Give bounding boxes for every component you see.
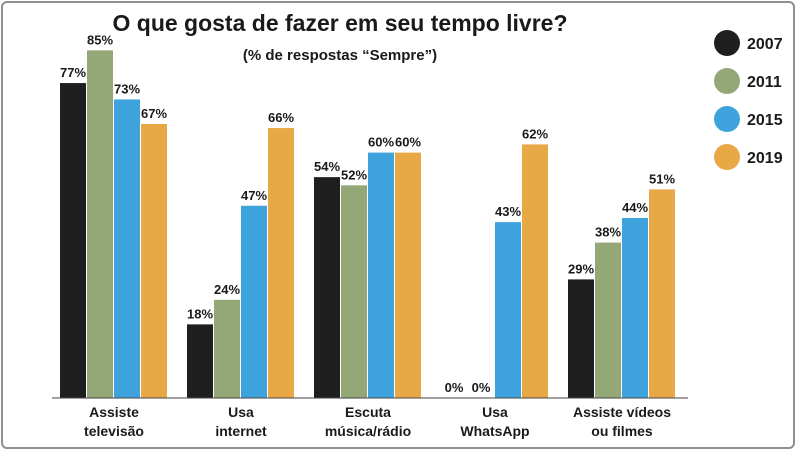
bar-2015-4: [495, 222, 521, 398]
bar-2019-5: [649, 189, 675, 398]
category-label-3-line-1: Escuta: [345, 404, 391, 420]
category-label-5-line-2: ou filmes: [591, 423, 653, 439]
category-label-4-line-2: WhatsApp: [460, 423, 529, 439]
bar-2007-2: [187, 324, 213, 398]
bar-2011-1: [87, 50, 113, 398]
data-label-2015-4: 43%: [495, 204, 521, 219]
data-label-2015-5: 44%: [622, 200, 648, 215]
bar-2015-5: [622, 218, 648, 398]
category-label-1-line-2: televisão: [84, 423, 144, 439]
data-label-2007-2: 18%: [187, 306, 213, 321]
bar-2019-3: [395, 152, 421, 398]
legend-marker-2011: [714, 68, 740, 94]
data-label-2019-2: 66%: [268, 110, 294, 125]
data-label-2019-5: 51%: [649, 171, 675, 186]
legend-label-2019: 2019: [747, 150, 783, 167]
data-label-2015-2: 47%: [241, 188, 267, 203]
data-label-2011-5: 38%: [595, 225, 621, 240]
data-label-2015-1: 73%: [114, 81, 140, 96]
data-label-2011-3: 52%: [341, 167, 367, 182]
bar-2007-1: [60, 83, 86, 398]
bar-2011-5: [595, 242, 621, 398]
data-label-2007-1: 77%: [60, 65, 86, 80]
chart-title: O que gosta de fazer em seu tempo livre?: [112, 10, 568, 36]
legend-marker-2019: [714, 144, 740, 170]
data-label-2011-4: 0%: [472, 380, 491, 395]
data-label-2007-4: 0%: [445, 380, 464, 395]
legend-marker-2007: [714, 30, 740, 56]
bar-2011-2: [214, 299, 240, 398]
data-label-2019-4: 62%: [522, 126, 548, 141]
data-label-2015-3: 60%: [368, 135, 394, 150]
category-label-2-line-2: internet: [215, 423, 267, 439]
bar-2011-3: [341, 185, 367, 398]
legend-marker-2015: [714, 106, 740, 132]
data-label-2019-3: 60%: [395, 135, 421, 150]
category-label-2-line-1: Usa: [228, 404, 254, 420]
category-label-5-line-1: Assiste vídeos: [573, 404, 671, 420]
legend-label-2011: 2011: [747, 74, 782, 91]
legend-label-2007: 2007: [747, 36, 783, 53]
chart-subtitle: (% de respostas “Sempre”): [242, 47, 438, 64]
data-label-2011-2: 24%: [214, 282, 240, 297]
bar-2015-1: [114, 99, 140, 399]
bar-2019-1: [141, 123, 167, 398]
bar-2019-4: [522, 144, 548, 398]
data-label-2019-1: 67%: [141, 106, 167, 121]
bar-2015-3: [368, 152, 394, 398]
legend-label-2015: 2015: [747, 112, 783, 129]
data-label-2007-3: 54%: [314, 159, 340, 174]
bar-2015-2: [241, 205, 267, 398]
category-label-3-line-2: música/rádio: [325, 423, 411, 439]
data-label-2011-1: 85%: [87, 32, 113, 47]
bar-2007-5: [568, 279, 594, 398]
category-label-1-line-1: Assiste: [89, 404, 139, 420]
data-label-2007-5: 29%: [568, 261, 594, 276]
bar-2019-2: [268, 128, 294, 398]
bar-2007-3: [314, 177, 340, 398]
category-label-4-line-1: Usa: [482, 404, 508, 420]
